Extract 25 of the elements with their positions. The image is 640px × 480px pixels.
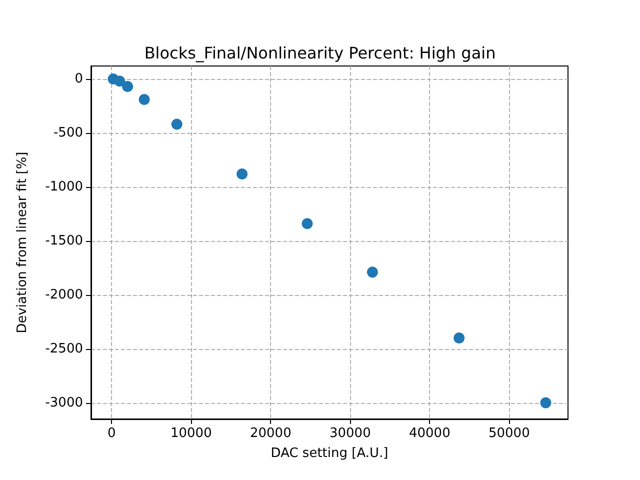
point [302,218,313,230]
x-tick-label: 30000 [329,426,371,441]
y-tick-label: -1000 [45,179,83,194]
x-tick-label: 50000 [488,426,530,441]
point [138,94,150,105]
x-tick-label: 10000 [170,426,212,441]
y-axis-title: Deviation from linear fit [%] [15,152,30,334]
y-tick-label: -3000 [45,395,83,410]
point [366,266,378,278]
x-tick-label: 20000 [250,426,292,441]
point [540,397,552,408]
point [122,81,134,92]
point [171,118,182,130]
point [236,168,248,180]
x-tick-label: 40000 [408,426,450,441]
point [454,332,465,344]
chart-title: Blocks_Final/Nonlinearity Percent: High gain [144,44,496,62]
x-tick-label: 0 [108,426,116,441]
y-tick-label: -500 [53,125,83,140]
x-axis-title: DAC setting [A.U.] [270,446,388,461]
y-tick-label: -2500 [45,341,83,356]
y-tick-label: -1500 [45,233,83,248]
y-tick-label: -2000 [45,287,83,302]
y-tick-label: 0 [74,71,83,86]
point [114,76,126,87]
